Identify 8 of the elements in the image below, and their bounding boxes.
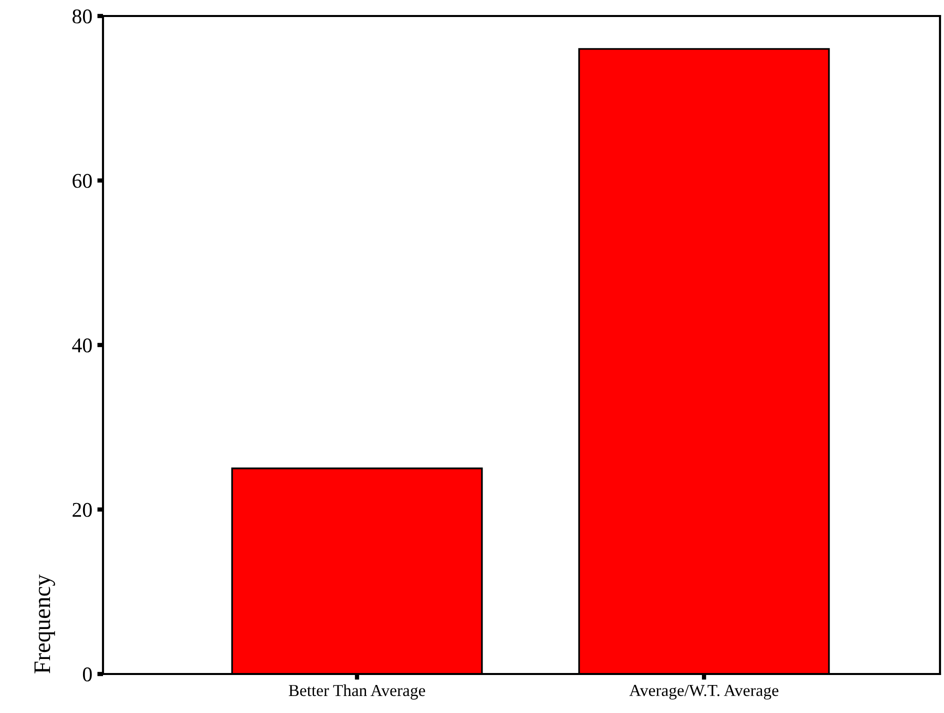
y-axis-title: Frequency xyxy=(34,574,56,674)
x-tick-label: Better Than Average xyxy=(288,684,426,700)
y-tick-label: 80 xyxy=(72,9,92,24)
y-tick-label: 20 xyxy=(72,502,92,517)
y-tick-label: 60 xyxy=(72,174,92,188)
x-tick-label: Average/W.T. Average xyxy=(629,684,778,700)
y-tick-label: 40 xyxy=(72,338,92,352)
y-tick-label: 0 xyxy=(82,667,92,682)
